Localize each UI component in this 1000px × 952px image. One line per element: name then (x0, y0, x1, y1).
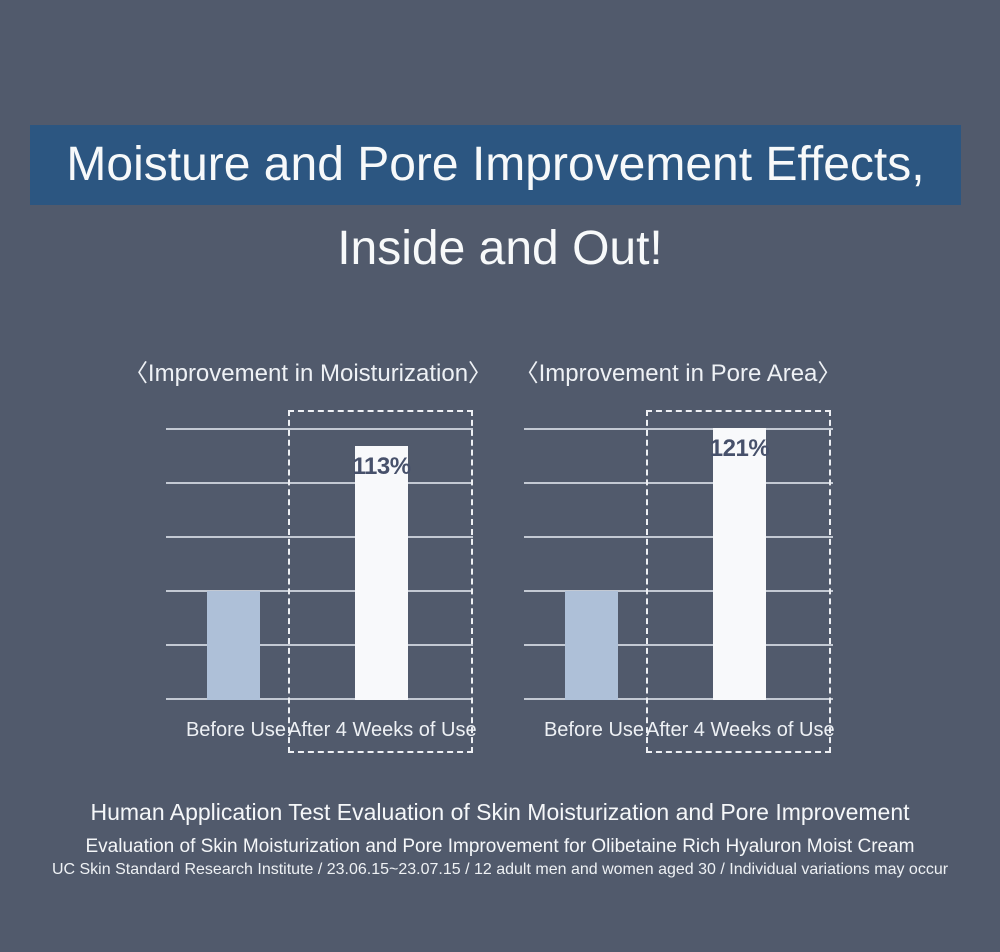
bar-chart-pore-area: 121% Before Use After 4 Weeks of Use (524, 410, 835, 753)
gridline (166, 482, 473, 484)
gridline (166, 428, 473, 430)
footer-subline: Evaluation of Skin Moisturization and Po… (85, 836, 915, 857)
page-title-line1: Moisture and Pore Improvement Effects, (66, 138, 925, 191)
bar-after-4-weeks: 113% (352, 446, 411, 700)
gridline (524, 482, 833, 484)
category-label-before: Before Use (185, 719, 287, 741)
title-banner: Moisture and Pore Improvement Effects, (30, 125, 961, 205)
gridline (166, 590, 473, 592)
gridline (166, 698, 473, 700)
gridline (524, 590, 833, 592)
gridline (524, 536, 833, 538)
bar-chart-moisturization: 113% Before Use After 4 Weeks of Use (166, 410, 477, 753)
bar-value-label: 113% (352, 453, 411, 480)
page-title-line2: Inside and Out! (337, 222, 663, 275)
bar-before-use (207, 591, 260, 700)
after-highlight-box (646, 410, 831, 753)
footer-disclaimer: UC Skin Standard Research Institute / 23… (51, 861, 949, 878)
gridline (524, 644, 833, 646)
category-label-before: Before Use (543, 719, 645, 741)
category-label-after: After 4 Weeks of Use (288, 719, 477, 741)
footer-headline: Human Application Test Evaluation of Ski… (90, 799, 910, 825)
after-highlight-box (288, 410, 473, 753)
bar-after-4-weeks: 121% (710, 428, 770, 700)
bar-before-use (565, 591, 618, 700)
gridline (524, 698, 833, 700)
gridline (166, 536, 473, 538)
chart-title-moisturization: 〈Improvement in Moisturization〉 (123, 360, 493, 387)
bar-value-label: 121% (709, 435, 770, 462)
category-label-after: After 4 Weeks of Use (646, 719, 835, 741)
gridline (166, 644, 473, 646)
chart-title-pore-area: 〈Improvement in Pore Area〉 (514, 360, 842, 387)
gridline (524, 428, 833, 430)
